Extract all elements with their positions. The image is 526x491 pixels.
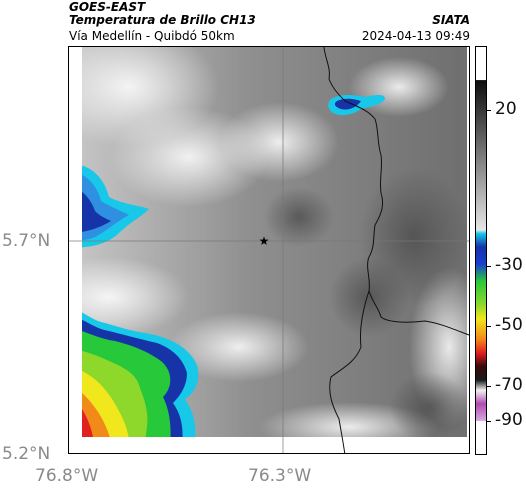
colorbar-tick bbox=[487, 266, 491, 267]
no-data-right bbox=[467, 47, 469, 453]
colorbar-tick bbox=[487, 110, 491, 111]
dark-region bbox=[329, 257, 409, 337]
product-title: Temperatura de Brillo CH13 bbox=[69, 13, 256, 27]
colorbar-label-minus50: -50 bbox=[495, 315, 523, 335]
colorbar-tick bbox=[487, 386, 491, 387]
cold-cell-blue-upper-right bbox=[334, 98, 361, 110]
colorbar-tick bbox=[487, 326, 491, 327]
cloud-patch bbox=[219, 102, 339, 182]
satellite-name: GOES-EAST bbox=[69, 0, 146, 14]
lat-label-5.7: 5.7°N bbox=[2, 231, 51, 251]
agency-label: SIATA bbox=[432, 13, 470, 27]
lon-label-76.8: 76.8°W bbox=[35, 466, 99, 486]
timestamp: 2024-04-13 09:49 bbox=[361, 29, 470, 43]
map-canvas: ★ bbox=[69, 47, 469, 453]
colorbar-label-minus90: -90 bbox=[495, 410, 523, 430]
colorbar-label-minus30: -30 bbox=[495, 255, 523, 275]
boundary-line bbox=[323, 47, 469, 336]
no-data-left bbox=[69, 47, 82, 437]
cold-cloud-red-edge bbox=[82, 409, 93, 437]
reference-star-marker: ★ bbox=[259, 234, 270, 248]
boundary-line bbox=[329, 290, 370, 453]
cloud-patch bbox=[169, 312, 309, 382]
lat-label-5.2: 5.2°N bbox=[2, 444, 51, 464]
no-data-bottom bbox=[69, 437, 469, 453]
dark-region bbox=[389, 372, 469, 442]
colorbar-tick bbox=[487, 421, 491, 422]
cloud-patch bbox=[69, 257, 189, 337]
colorbar bbox=[475, 46, 487, 455]
brightness-temperature-map: ★ bbox=[68, 46, 470, 454]
region-subtitle: Vía Medellín - Quibdó 50km bbox=[69, 29, 235, 43]
dark-region bbox=[264, 187, 334, 247]
colorbar-label-20: 20 bbox=[495, 99, 517, 119]
colorbar-fill bbox=[476, 80, 486, 421]
colorbar-label-minus70: -70 bbox=[495, 375, 523, 395]
lon-label-76.3: 76.3°W bbox=[248, 466, 312, 486]
